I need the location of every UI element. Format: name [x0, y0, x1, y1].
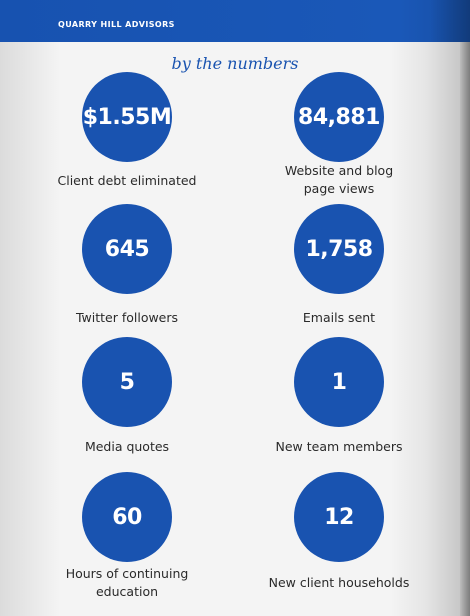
stat-label: Hours of continuing education	[65, 566, 189, 599]
stat-twitter-followers: 645 Twitter followers	[32, 204, 222, 327]
stat-website-page-views: 84,881 Website and blog page views	[244, 72, 434, 198]
stat-value-circle: 60	[82, 472, 172, 562]
stat-continuing-education-hours: 60 Hours of continuing education	[32, 472, 222, 601]
header-bar: QUARRY HILL ADVISORS	[0, 0, 470, 42]
stat-label: New team members	[275, 439, 403, 454]
stat-value-circle: 84,881	[294, 72, 384, 162]
stat-emails-sent: 1,758 Emails sent	[244, 204, 434, 327]
section-title: by the numbers	[171, 54, 299, 73]
stat-label: New client households	[268, 575, 410, 590]
stat-label: Website and blog page views	[284, 163, 394, 196]
firm-name: QUARRY HILL ADVISORS	[58, 20, 175, 29]
stat-media-quotes: 5 Media quotes	[32, 337, 222, 456]
stat-new-team-members: 1 New team members	[244, 337, 434, 456]
stat-value-circle: 1	[294, 337, 384, 427]
stat-label: Emails sent	[302, 310, 376, 325]
stat-value-circle: 645	[82, 204, 172, 294]
stat-client-debt-eliminated: $1.55M Client debt eliminated	[32, 72, 222, 190]
stat-new-client-households: 12 New client households	[244, 472, 434, 592]
stat-value-circle: 5	[82, 337, 172, 427]
stat-label: Client debt eliminated	[57, 173, 197, 188]
stat-value-circle: 12	[294, 472, 384, 562]
stat-label: Twitter followers	[75, 310, 179, 325]
stat-value-circle: 1,758	[294, 204, 384, 294]
stat-value-circle: $1.55M	[82, 72, 172, 162]
stat-label: Media quotes	[84, 439, 170, 454]
